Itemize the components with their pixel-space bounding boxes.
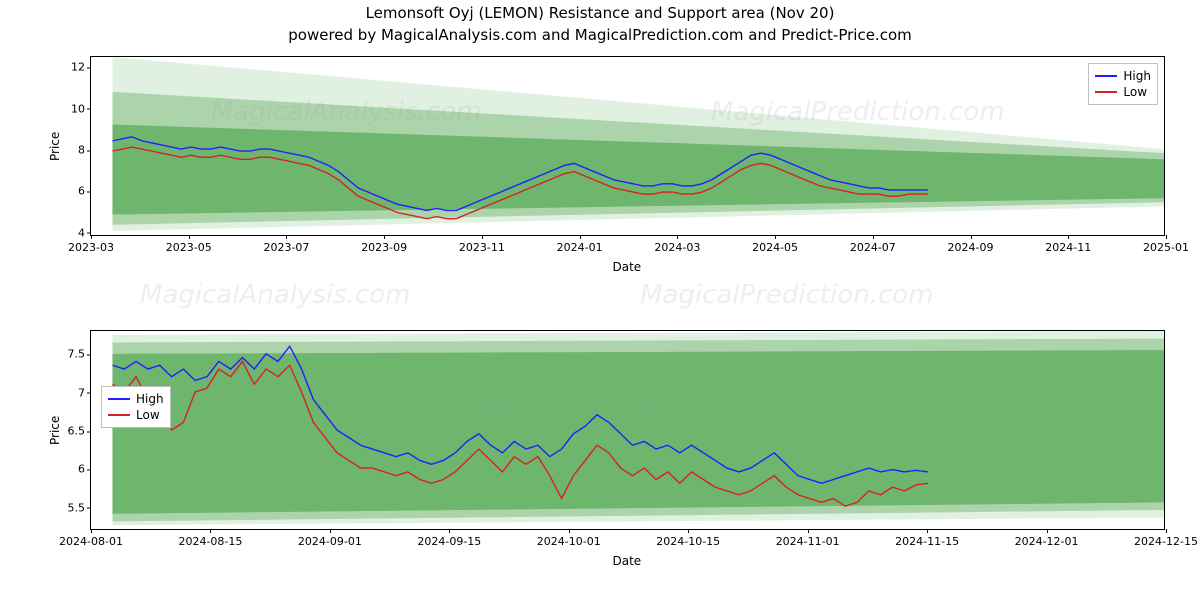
x-tick: 2024-12-01 — [1015, 529, 1079, 548]
legend-label-high: High — [136, 391, 164, 407]
x-tick: 2024-10-15 — [656, 529, 720, 548]
legend-top: High Low — [1088, 63, 1158, 105]
x-tick: 2024-09-15 — [417, 529, 481, 548]
y-axis-label-bottom: Price — [48, 416, 62, 445]
x-tick: 2024-07 — [850, 235, 896, 254]
legend-item-low: Low — [1095, 84, 1151, 100]
x-tick: 2023-05 — [166, 235, 212, 254]
x-tick: 2024-12-15 — [1134, 529, 1198, 548]
x-axis-label-top: Date — [613, 260, 642, 274]
x-tick: 2024-08-15 — [178, 529, 242, 548]
x-tick: 2023-11 — [459, 235, 505, 254]
x-tick: 2024-01 — [557, 235, 603, 254]
legend-swatch-low — [108, 414, 130, 416]
chart-title-sub: powered by MagicalAnalysis.com and Magic… — [0, 26, 1200, 44]
y-tick: 6 — [78, 185, 91, 198]
x-tick: 2024-10-01 — [537, 529, 601, 548]
chart-bottom-plot — [91, 331, 1164, 529]
y-tick: 7 — [78, 386, 91, 399]
x-tick: 2023-03 — [68, 235, 114, 254]
x-tick: 2024-11-01 — [776, 529, 840, 548]
legend-item-high: High — [1095, 68, 1151, 84]
chart-top-plot — [91, 57, 1164, 235]
legend-swatch-high — [1095, 75, 1117, 77]
figure: Lemonsoft Oyj (LEMON) Resistance and Sup… — [0, 0, 1200, 600]
y-tick: 6 — [78, 463, 91, 476]
chart-bottom: MagicalAnalysis.com High Low 5.566.577.5… — [90, 330, 1165, 530]
y-tick: 7.5 — [68, 348, 92, 361]
watermark: MagicalPrediction.com — [640, 280, 934, 310]
x-tick: 2024-08-01 — [59, 529, 123, 548]
y-tick: 8 — [78, 144, 91, 157]
legend-swatch-low — [1095, 91, 1117, 93]
legend-label-low: Low — [1123, 84, 1147, 100]
legend-label-low: Low — [136, 407, 160, 423]
x-tick: 2024-11-15 — [895, 529, 959, 548]
x-tick: 2024-05 — [752, 235, 798, 254]
x-tick: 2025-01 — [1143, 235, 1189, 254]
x-axis-label-bottom: Date — [613, 554, 642, 568]
legend-item-high: High — [108, 391, 164, 407]
x-tick: 2024-03 — [654, 235, 700, 254]
x-tick: 2024-09 — [948, 235, 994, 254]
x-tick: 2023-07 — [263, 235, 309, 254]
legend-bottom: High Low — [101, 386, 171, 428]
x-tick: 2024-09-01 — [298, 529, 362, 548]
chart-title-main: Lemonsoft Oyj (LEMON) Resistance and Sup… — [0, 4, 1200, 22]
legend-label-high: High — [1123, 68, 1151, 84]
x-tick: 2024-11 — [1045, 235, 1091, 254]
y-tick: 10 — [71, 102, 91, 115]
legend-item-low: Low — [108, 407, 164, 423]
y-tick: 12 — [71, 61, 91, 74]
y-axis-label-top: Price — [48, 132, 62, 161]
watermark: MagicalAnalysis.com — [140, 280, 410, 310]
legend-swatch-high — [108, 398, 130, 400]
chart-top: MagicalAnalysis.com MagicalPrediction.co… — [90, 56, 1165, 236]
x-tick: 2023-09 — [361, 235, 407, 254]
y-tick: 5.5 — [68, 501, 92, 514]
y-tick: 6.5 — [68, 425, 92, 438]
